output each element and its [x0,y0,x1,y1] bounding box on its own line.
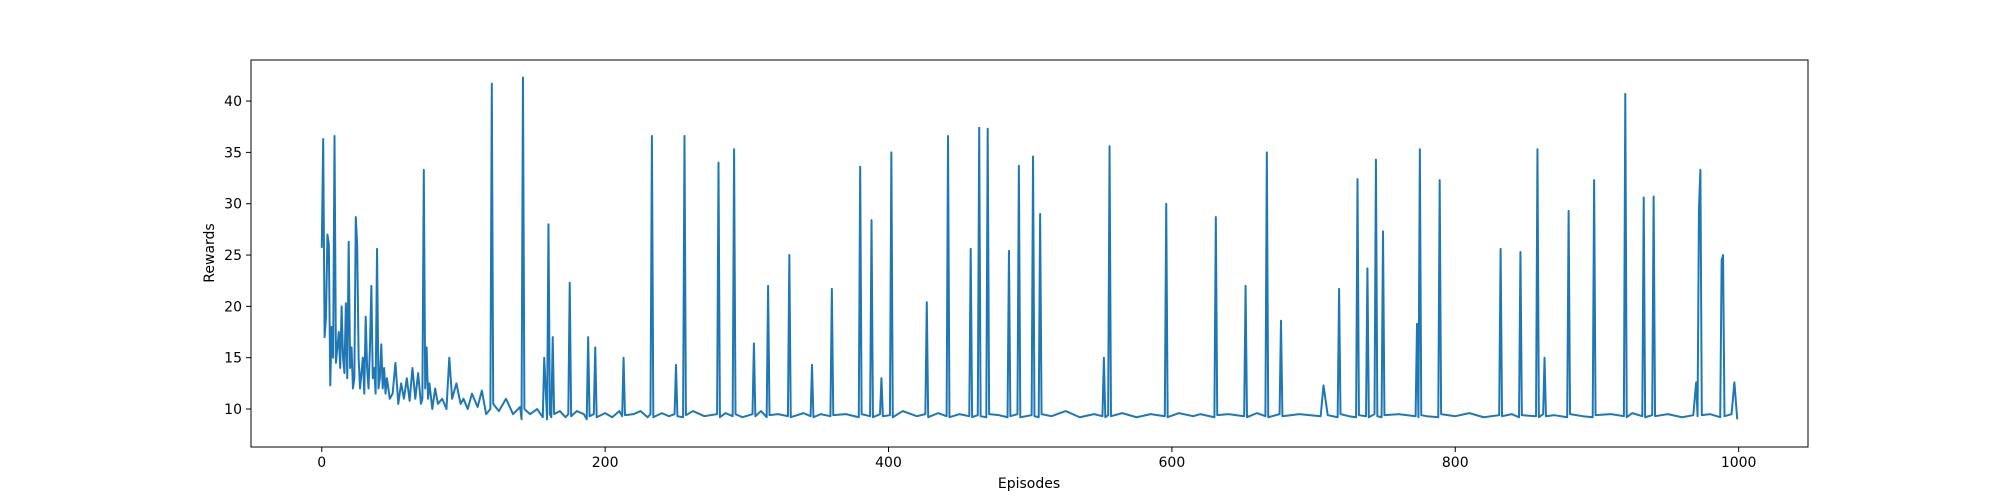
data-line [320,76,1739,421]
x-tick-label: 400 [875,455,902,471]
y-tick-label: 40 [224,94,242,110]
y-tick-label: 30 [224,197,242,213]
x-tick-label: 1000 [1721,455,1757,471]
x-tick-label: 0 [317,455,326,471]
y-tick-label: 25 [224,248,242,264]
y-tick-label: 15 [224,351,242,367]
y-tick-label: 10 [224,402,242,418]
y-tick-label: 20 [224,299,242,315]
x-tick-label: 600 [1159,455,1186,471]
y-tick-label: 35 [224,145,242,161]
plot-frame [250,59,1809,448]
x-tick-label: 200 [592,455,619,471]
y-axis-label: Rewards [202,223,218,282]
x-axis-label: Episodes [998,476,1060,492]
x-tick-label: 800 [1442,455,1469,471]
